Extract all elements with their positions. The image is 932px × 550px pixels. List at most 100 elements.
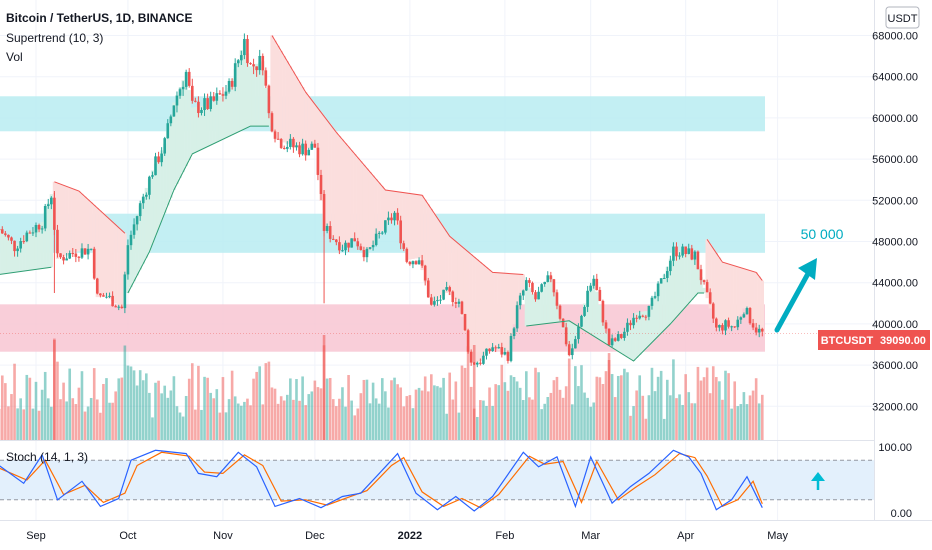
candle[interactable] — [31, 227, 35, 236]
candle[interactable] — [436, 296, 439, 306]
candle[interactable] — [503, 347, 507, 356]
stoch-legend[interactable]: Stoch (14, 1, 3) — [6, 450, 88, 464]
candle[interactable] — [662, 273, 666, 279]
candle[interactable] — [623, 327, 626, 341]
candle[interactable] — [525, 277, 528, 291]
candle[interactable] — [71, 247, 75, 257]
candle[interactable] — [227, 78, 231, 94]
supertrend-legend[interactable]: Supertrend (10, 3) — [6, 31, 103, 45]
candle[interactable] — [760, 327, 764, 337]
candle[interactable] — [730, 325, 733, 332]
candle[interactable] — [34, 222, 38, 238]
candle[interactable] — [243, 33, 246, 60]
candle[interactable] — [194, 97, 197, 103]
candle[interactable] — [479, 358, 482, 366]
candle[interactable] — [181, 81, 185, 96]
candle[interactable] — [629, 320, 632, 331]
candle[interactable] — [469, 349, 473, 366]
candle[interactable] — [641, 314, 645, 318]
candle[interactable] — [102, 293, 105, 297]
candle[interactable] — [138, 200, 142, 221]
candle[interactable] — [255, 66, 258, 77]
candle[interactable] — [423, 264, 427, 286]
candle[interactable] — [0, 226, 4, 234]
candle[interactable] — [335, 239, 338, 246]
candle[interactable] — [163, 136, 167, 156]
candle[interactable] — [40, 225, 44, 234]
candle[interactable] — [129, 230, 133, 250]
candle[interactable] — [482, 351, 485, 365]
candle[interactable] — [475, 361, 479, 368]
candle[interactable] — [393, 210, 396, 226]
candle[interactable] — [396, 208, 399, 225]
candle[interactable] — [491, 343, 494, 352]
candle[interactable] — [439, 295, 442, 304]
candle[interactable] — [325, 223, 329, 234]
candle[interactable] — [589, 282, 592, 293]
candle[interactable] — [433, 296, 436, 307]
candle[interactable] — [56, 224, 59, 258]
candle[interactable] — [83, 248, 87, 255]
candle[interactable] — [626, 318, 629, 336]
candle[interactable] — [601, 299, 605, 326]
candle[interactable] — [276, 132, 280, 140]
candle[interactable] — [384, 220, 387, 235]
candle[interactable] — [552, 278, 556, 297]
candle[interactable] — [148, 175, 151, 200]
candle[interactable] — [203, 93, 206, 116]
candle[interactable] — [488, 348, 491, 354]
candle[interactable] — [157, 151, 160, 164]
candle[interactable] — [353, 232, 357, 242]
candle[interactable] — [620, 333, 623, 340]
candle[interactable] — [28, 230, 32, 234]
candle[interactable] — [368, 247, 372, 250]
volume-legend[interactable]: Vol — [6, 50, 23, 64]
candle[interactable] — [534, 290, 537, 302]
candle[interactable] — [99, 293, 102, 298]
candle[interactable] — [678, 252, 681, 260]
candle[interactable] — [123, 271, 127, 314]
candle[interactable] — [580, 314, 583, 328]
candle[interactable] — [132, 218, 136, 239]
candle[interactable] — [595, 273, 599, 291]
candle[interactable] — [328, 221, 332, 243]
candle[interactable] — [408, 260, 412, 266]
candle[interactable] — [598, 286, 602, 302]
candle[interactable] — [414, 260, 418, 265]
candle[interactable] — [632, 313, 635, 329]
candle[interactable] — [583, 305, 586, 317]
candle[interactable] — [292, 137, 295, 153]
candle[interactable] — [659, 278, 663, 284]
candle[interactable] — [145, 192, 148, 200]
candle[interactable] — [736, 316, 740, 331]
candle[interactable] — [506, 350, 510, 364]
candle[interactable] — [362, 246, 366, 262]
candle[interactable] — [669, 255, 672, 276]
candle[interactable] — [246, 34, 249, 67]
candle[interactable] — [702, 279, 706, 285]
candle[interactable] — [307, 147, 311, 156]
candle[interactable] — [402, 240, 406, 252]
candle[interactable] — [126, 239, 130, 280]
candle[interactable] — [65, 253, 68, 261]
candle[interactable] — [515, 301, 519, 332]
candle[interactable] — [135, 215, 139, 231]
candle[interactable] — [635, 314, 638, 323]
candle[interactable] — [684, 246, 687, 258]
candle[interactable] — [209, 91, 212, 112]
candle[interactable] — [344, 240, 347, 256]
candle[interactable] — [430, 294, 433, 306]
candle[interactable] — [184, 69, 188, 90]
candle[interactable] — [757, 324, 761, 338]
candle[interactable] — [190, 78, 194, 104]
candle[interactable] — [604, 319, 608, 334]
candle[interactable] — [338, 236, 341, 255]
candle[interactable] — [310, 141, 314, 151]
candle[interactable] — [151, 171, 154, 179]
candle[interactable] — [240, 50, 243, 65]
candle[interactable] — [166, 119, 170, 139]
candle[interactable] — [273, 129, 277, 143]
candle[interactable] — [105, 292, 108, 299]
candle[interactable] — [574, 335, 577, 349]
candle[interactable] — [282, 145, 286, 150]
